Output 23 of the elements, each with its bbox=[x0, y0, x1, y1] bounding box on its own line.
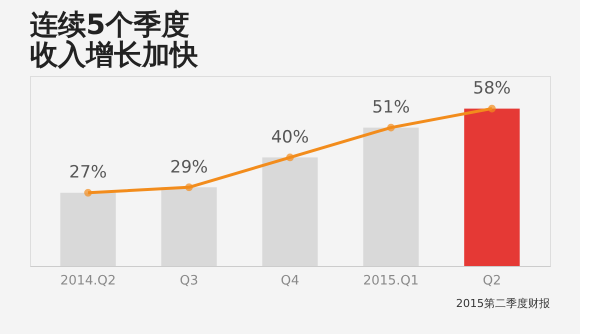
data-label: 27% bbox=[69, 162, 107, 183]
point bbox=[84, 188, 92, 197]
bar bbox=[363, 128, 419, 266]
data-label: 29% bbox=[170, 157, 208, 178]
chart-title: 连续5个季度 bbox=[29, 8, 190, 41]
x-tick-label: 2015.Q1 bbox=[363, 274, 419, 288]
text: 2015第二季度财报 bbox=[456, 297, 550, 310]
data-label: 58% bbox=[473, 78, 511, 99]
chart-subtitle: 收入增长加快 bbox=[30, 38, 199, 71]
x-tick-label: Q3 bbox=[180, 274, 198, 288]
x-tick-label: Q4 bbox=[280, 274, 300, 288]
point bbox=[488, 104, 496, 112]
point bbox=[387, 124, 395, 132]
data-label: 51% bbox=[372, 98, 410, 118]
bar bbox=[161, 187, 217, 266]
point bbox=[286, 154, 294, 162]
bar bbox=[262, 157, 318, 266]
x-tick-label: Q2 bbox=[482, 274, 502, 288]
bar bbox=[60, 192, 116, 266]
x-tick-label: 2014.Q2 bbox=[60, 274, 116, 288]
point bbox=[185, 183, 193, 192]
bar bbox=[464, 108, 520, 266]
data-label: 40% bbox=[271, 127, 309, 148]
